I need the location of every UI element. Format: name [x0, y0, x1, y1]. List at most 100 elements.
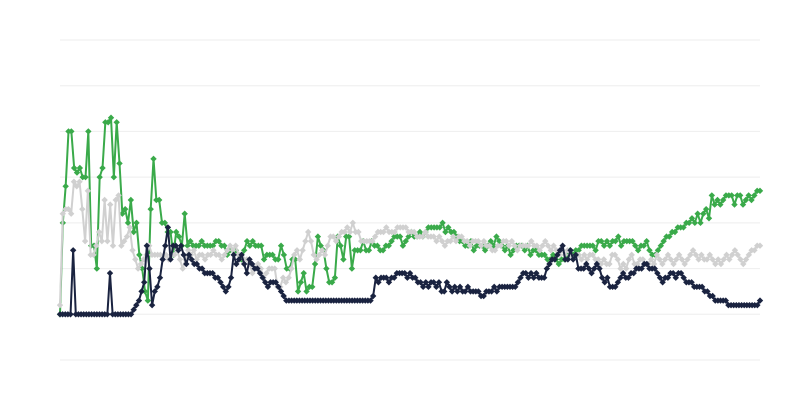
- data-point: [501, 247, 509, 254]
- data-point: [90, 251, 97, 259]
- data-point: [451, 283, 458, 291]
- data-point: [410, 228, 418, 236]
- data-point: [578, 256, 585, 263]
- data-point: [643, 237, 650, 245]
- data-point: [112, 196, 119, 204]
- data-point: [736, 192, 744, 199]
- data-point: [249, 237, 256, 245]
- data-point: [365, 247, 373, 254]
- data-point: [622, 265, 630, 272]
- data-point: [157, 251, 164, 259]
- data-point: [671, 228, 679, 236]
- data-point: [156, 274, 164, 281]
- data-point: [115, 192, 122, 199]
- data-point: [542, 237, 549, 245]
- data-point: [475, 237, 482, 245]
- data-point: [422, 279, 429, 286]
- data-point: [243, 269, 251, 277]
- data-point: [121, 205, 129, 213]
- data-point: [723, 251, 730, 259]
- data-point: [209, 269, 216, 277]
- data-point: [507, 251, 514, 259]
- data-point: [184, 242, 191, 249]
- data-point: [171, 251, 178, 259]
- data-point: [277, 242, 285, 249]
- data-point: [81, 237, 89, 245]
- data-point: [248, 260, 256, 268]
- data-point: [148, 301, 156, 309]
- data-point: [296, 256, 304, 263]
- data-point: [146, 265, 153, 272]
- data-point: [279, 274, 287, 281]
- data-point: [404, 274, 411, 281]
- data-point: [640, 242, 648, 249]
- data-point: [127, 196, 135, 204]
- data-point: [176, 256, 184, 263]
- data-point: [222, 288, 229, 295]
- data-point: [93, 242, 100, 249]
- data-point: [256, 269, 264, 277]
- data-point: [167, 228, 174, 236]
- data-point: [345, 233, 353, 240]
- data-point: [522, 269, 529, 277]
- data-point: [646, 247, 653, 254]
- data-point: [737, 256, 744, 263]
- data-point: [271, 265, 278, 272]
- data-point: [601, 279, 608, 286]
- data-point: [332, 237, 340, 245]
- data-point: [628, 251, 635, 259]
- data-point: [133, 219, 140, 227]
- data-point: [328, 279, 336, 286]
- data-point: [357, 247, 364, 254]
- data-point: [113, 119, 120, 126]
- data-point: [305, 228, 312, 236]
- data-point: [316, 251, 323, 259]
- data-point: [219, 283, 227, 291]
- data-point: [508, 237, 515, 245]
- data-point: [374, 242, 381, 249]
- data-point: [70, 164, 78, 172]
- data-point: [708, 192, 716, 199]
- data-point: [554, 251, 561, 259]
- data-point: [510, 247, 517, 254]
- data-point: [79, 205, 86, 213]
- data-point: [391, 228, 398, 236]
- data-point: [603, 237, 611, 245]
- data-point: [659, 279, 666, 286]
- data-point: [677, 269, 685, 277]
- data-point: [277, 288, 285, 295]
- series-3: [56, 224, 764, 318]
- data-point: [556, 247, 564, 254]
- data-point: [98, 237, 106, 245]
- data-point: [458, 233, 465, 240]
- data-point: [385, 242, 392, 249]
- data-point: [302, 237, 309, 245]
- data-point: [751, 192, 758, 199]
- data-point: [179, 265, 186, 272]
- data-point: [401, 269, 408, 277]
- data-point: [756, 242, 764, 249]
- data-point: [497, 242, 504, 249]
- data-point: [585, 265, 593, 272]
- data-point: [583, 260, 590, 268]
- data-point: [104, 311, 111, 318]
- data-point: [588, 269, 595, 277]
- data-point: [309, 283, 316, 291]
- data-point: [685, 219, 693, 227]
- data-point: [318, 247, 326, 254]
- data-point: [417, 279, 424, 286]
- data-point: [124, 219, 132, 227]
- data-point: [709, 292, 716, 300]
- data-point: [161, 219, 169, 227]
- data-point: [195, 242, 203, 249]
- data-point: [559, 242, 566, 249]
- data-point: [313, 256, 320, 263]
- data-point: [681, 260, 688, 268]
- data-point: [180, 251, 187, 259]
- data-point: [580, 265, 587, 272]
- data-point: [748, 196, 755, 204]
- data-point: [238, 251, 245, 259]
- data-point: [193, 256, 200, 263]
- data-point: [275, 256, 282, 263]
- data-point: [383, 224, 390, 231]
